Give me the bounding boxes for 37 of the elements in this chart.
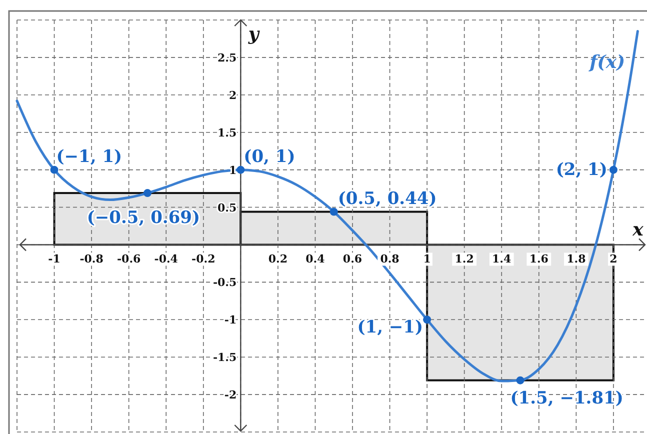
data-label: (−1, 1)	[56, 146, 122, 167]
point	[609, 166, 618, 174]
point	[143, 189, 152, 198]
x-tick-label: 1.4	[492, 252, 512, 266]
x-tick-label: -0.6	[116, 252, 142, 266]
x-tick-label: 2	[610, 252, 618, 266]
y-tick-label: 1.5	[218, 126, 237, 140]
data-label: (0, 1)	[244, 146, 296, 167]
y-tick-label: -2	[224, 388, 237, 402]
y-tick-label: 2	[229, 88, 237, 102]
y-tick-label: 0.5	[218, 201, 237, 214]
x-tick-label: -0.2	[192, 252, 216, 266]
x-tick-label: 1	[423, 252, 431, 266]
data-label: (1, −1)	[357, 318, 424, 338]
y-axis-title: y	[247, 24, 260, 45]
point	[516, 376, 524, 384]
x-tick-label: 1.6	[529, 252, 549, 266]
x-tick-label: -1	[48, 252, 60, 266]
x-tick-label: 1.8	[566, 252, 586, 266]
y-tick-label: 2.5	[218, 51, 237, 64]
x-tick-label: 0.8	[380, 252, 400, 266]
x-tick-label: -0.4	[154, 252, 178, 266]
x-tick-label: 1.2	[454, 252, 474, 266]
point	[236, 166, 245, 174]
data-label: (1.5, −1.81)	[510, 388, 624, 408]
x-tick-label: -0.8	[80, 252, 104, 266]
data-label: (0.5, 0.44)	[338, 188, 437, 209]
data-label: (−0.5, 0.69)	[86, 208, 200, 228]
x-tick-label: 0.2	[268, 252, 288, 266]
point	[423, 316, 432, 324]
x-tick-label: 0.6	[342, 252, 362, 266]
point	[50, 166, 58, 174]
point	[330, 208, 338, 216]
series-label: f(x)	[588, 52, 626, 74]
y-tick-label: -1	[224, 314, 237, 327]
x-axis-title: x	[632, 220, 644, 241]
x-tick-label: 0.4	[306, 252, 326, 266]
